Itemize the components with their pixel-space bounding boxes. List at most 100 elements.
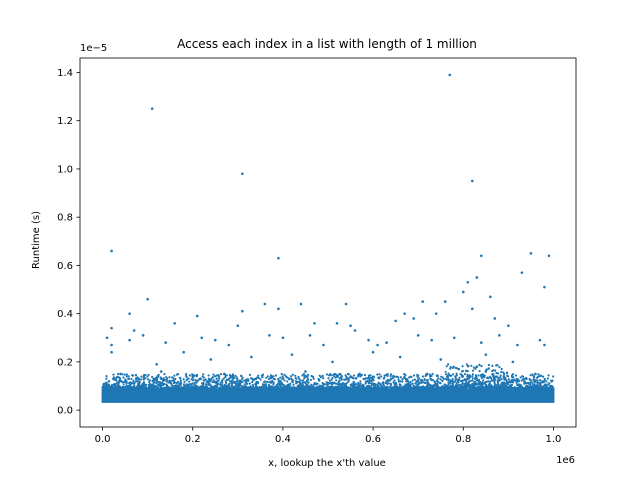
band-edge-point xyxy=(304,374,307,377)
cluster-point xyxy=(500,367,503,371)
band-edge-point xyxy=(323,386,327,389)
band-edge-point xyxy=(374,385,377,388)
band-edge-point xyxy=(130,377,133,381)
band-edge-point xyxy=(421,387,424,390)
band-edge-point xyxy=(345,378,348,381)
band-edge-point xyxy=(185,374,188,378)
band-edge-point xyxy=(209,380,212,383)
band-edge-point xyxy=(511,373,515,376)
band-edge-point xyxy=(186,377,189,380)
band-edge-point xyxy=(545,380,548,383)
band-edge-point xyxy=(286,380,289,383)
band-edge-point xyxy=(295,387,298,390)
outlier-point xyxy=(367,338,370,342)
band-edge-point xyxy=(323,383,326,386)
band-edge-point xyxy=(179,379,182,382)
band-edge-point xyxy=(298,384,301,388)
band-edge-point xyxy=(428,373,432,376)
band-edge-point xyxy=(206,387,209,390)
cluster-point xyxy=(454,376,457,379)
band-edge-point xyxy=(381,381,384,384)
cluster-point xyxy=(445,365,448,368)
band-edge-point xyxy=(401,380,404,383)
cluster-point xyxy=(491,373,494,376)
band-edge-point xyxy=(359,380,362,383)
band-edge-point xyxy=(544,387,547,390)
band-edge-point xyxy=(343,382,346,385)
band-edge-point xyxy=(221,386,225,390)
band-edge-point xyxy=(235,376,238,379)
cluster-point xyxy=(444,370,447,373)
band-edge-point xyxy=(416,385,420,388)
band-edge-point xyxy=(510,378,513,381)
outlier-point xyxy=(529,252,533,255)
band-edge-point xyxy=(457,378,460,381)
dense-point-band xyxy=(101,363,555,403)
outlier-point xyxy=(416,334,420,337)
band-edge-point xyxy=(294,374,297,377)
outlier-point xyxy=(520,271,524,274)
band-edge-point xyxy=(202,373,205,376)
band-edge-point xyxy=(188,374,191,377)
band-edge-point xyxy=(279,376,282,379)
band-edge-point xyxy=(195,379,198,383)
band-edge-point xyxy=(364,382,367,385)
band-edge-point xyxy=(301,384,304,387)
band-edge-point xyxy=(541,387,544,390)
band-edge-point xyxy=(137,384,140,387)
band-edge-point xyxy=(205,383,208,386)
cluster-point xyxy=(449,367,452,370)
band-edge-point xyxy=(496,375,499,378)
band-edge-point xyxy=(125,382,128,385)
outlier-point xyxy=(182,350,186,354)
outlier-point xyxy=(241,309,244,313)
band-edge-point xyxy=(538,381,541,384)
outlier-point xyxy=(191,375,195,378)
band-edge-point xyxy=(123,373,126,376)
band-edge-point xyxy=(389,374,392,378)
outlier-point xyxy=(389,377,393,381)
band-edge-point xyxy=(257,374,260,377)
band-edge-point xyxy=(367,374,370,377)
band-edge-point xyxy=(297,380,300,383)
band-edge-point xyxy=(380,384,383,387)
y-tick-label: 0.8 xyxy=(57,213,73,224)
band-edge-point xyxy=(327,382,330,385)
band-edge-point xyxy=(238,380,241,383)
band-edge-point xyxy=(248,373,252,376)
outlier-point xyxy=(430,338,434,342)
band-edge-point xyxy=(219,383,222,386)
band-edge-point xyxy=(346,386,349,389)
cluster-point xyxy=(487,367,490,370)
band-edge-point xyxy=(531,373,534,376)
band-edge-point xyxy=(389,382,392,385)
band-edge-point xyxy=(392,386,396,389)
outlier-point xyxy=(132,329,136,332)
band-edge-point xyxy=(534,379,537,382)
band-edge-point xyxy=(418,382,421,385)
cluster-point xyxy=(447,372,450,375)
cluster-point xyxy=(451,378,454,381)
band-edge-point xyxy=(263,380,266,383)
band-edge-point xyxy=(405,383,408,386)
band-edge-point xyxy=(290,378,293,381)
band-edge-point xyxy=(155,382,158,385)
outlier-point xyxy=(268,334,271,337)
band-edge-point xyxy=(150,386,154,389)
outlier-point xyxy=(534,372,537,376)
band-edge-point xyxy=(429,378,432,381)
data-points xyxy=(101,73,555,403)
band-edge-point xyxy=(115,379,118,382)
cluster-point xyxy=(469,387,472,390)
outlier-point xyxy=(159,370,163,373)
cluster-point xyxy=(505,372,508,375)
band-edge-point xyxy=(167,381,170,384)
outlier-point xyxy=(452,336,456,340)
band-edge-point xyxy=(167,386,170,389)
cluster-point xyxy=(501,386,504,389)
outlier-point xyxy=(525,377,528,381)
band-edge-point xyxy=(328,379,331,382)
band-edge-point xyxy=(467,377,471,380)
band-edge-point xyxy=(530,381,534,384)
